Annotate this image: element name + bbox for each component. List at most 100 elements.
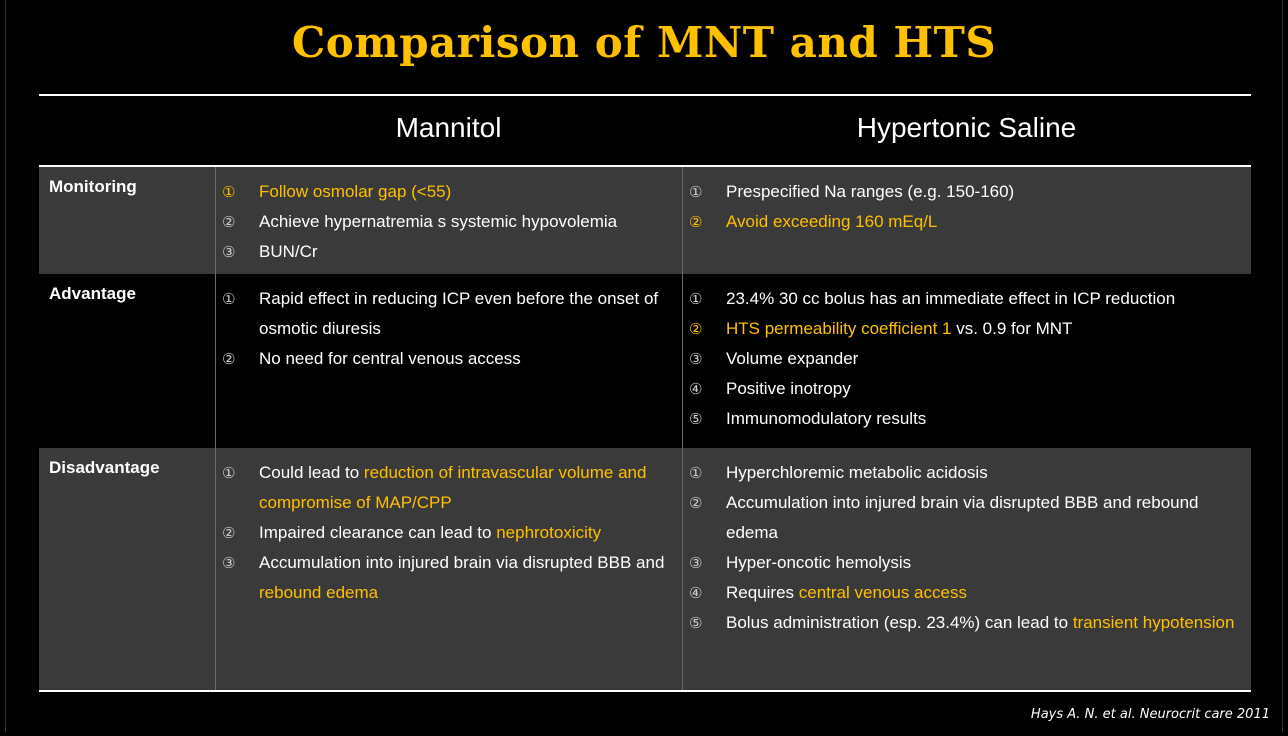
title-divider — [39, 94, 1251, 96]
item-text: No need for central venous access — [259, 344, 521, 374]
item-text-part: Accumulation into injured brain via disr… — [726, 493, 1199, 542]
item-text-part: Bolus administration (esp. 23.4%) can le… — [726, 613, 1073, 632]
item-text-part: Requires — [726, 583, 799, 602]
mannitol-cell: ① Rapid effect in reducing ICP even befor… — [222, 284, 682, 374]
item-number: ④ — [689, 584, 703, 602]
highlighted-text: nephrotoxicity — [496, 523, 602, 542]
list-item: ① Prespecified Na ranges (e.g. 150-160) — [689, 177, 1249, 207]
item-text: BUN/Cr — [259, 237, 318, 267]
row-label: Advantage — [49, 284, 136, 303]
item-number: ④ — [689, 380, 703, 398]
item-number: ② — [689, 320, 703, 338]
list-item: ⑤ Bolus administration (esp. 23.4%) can l… — [689, 608, 1249, 638]
item-text-part: Could lead to — [259, 463, 364, 482]
item-text: 23.4% 30 cc bolus has an immediate effec… — [726, 284, 1175, 314]
item-text-part: Positive inotropy — [726, 379, 851, 398]
highlighted-text: transient hypotension — [1072, 613, 1235, 632]
column-header-mannitol: Mannitol — [395, 112, 502, 143]
item-number: ① — [222, 183, 236, 201]
item-text-part: Prespecified Na ranges (e.g. 150-160) — [726, 182, 1015, 201]
item-text: Prespecified Na ranges (e.g. 150-160) — [726, 177, 1014, 207]
item-text-part: No need for central venous access — [259, 349, 521, 368]
item-text-part: Achieve hypernatremia s systemic hypovol… — [259, 212, 618, 231]
list-item: ④ Requires central venous access — [689, 578, 1249, 608]
table-row-monitoring: Monitoring ① Follow osmolar gap (<55) ② Ach… — [39, 167, 1251, 274]
item-text: Requires central venous access — [726, 578, 967, 608]
item-text: Avoid exceeding 160 mEq/L — [726, 207, 937, 237]
highlighted-text: Avoid exceeding 160 mEq/L — [726, 212, 938, 231]
item-text: Achieve hypernatremia s systemic hypovol… — [259, 207, 617, 237]
item-number: ⑤ — [689, 614, 703, 632]
item-text: Volume expander — [726, 344, 858, 374]
item-text: Immunomodulatory results — [726, 404, 926, 434]
list-item: ① 23.4% 30 cc bolus has an immediate effe… — [689, 284, 1249, 314]
mannitol-cell: ① Follow osmolar gap (<55) ② Achieve hypern… — [222, 177, 682, 267]
item-number: ③ — [689, 554, 703, 572]
list-item: ② Impaired clearance can lead to nephroto… — [222, 518, 682, 548]
highlighted-text: HTS permeability coefficient 1 — [726, 319, 952, 338]
item-text: Could lead to reduction of intravascular… — [259, 458, 682, 518]
list-item: ③ Volume expander — [689, 344, 1249, 374]
item-text-part: Rapid effect in reducing ICP even before… — [259, 289, 659, 338]
item-text-part: vs. 0.9 for MNT — [951, 319, 1073, 338]
item-number: ③ — [222, 554, 236, 572]
hts-cell: ① 23.4% 30 cc bolus has an immediate effe… — [689, 284, 1249, 434]
table-row-disadvantage: Disadvantage ① Could lead to reduction of… — [39, 448, 1251, 690]
highlighted-text: rebound edema — [259, 583, 379, 602]
item-text: Impaired clearance can lead to nephrotox… — [259, 518, 601, 548]
item-number: ② — [222, 524, 236, 542]
item-number: ② — [689, 494, 703, 512]
item-text-part: Accumulation into injured brain via disr… — [259, 553, 665, 572]
citation: Hays A. N. et al. Neurocrit care 2011 — [1030, 707, 1270, 722]
list-item: ① Follow osmolar gap (<55) — [222, 177, 682, 207]
header-divider — [39, 165, 1251, 167]
column-divider-left — [215, 167, 216, 690]
item-number: ② — [689, 213, 703, 231]
item-number: ① — [689, 290, 703, 308]
item-number: ② — [222, 213, 236, 231]
item-text: Hyperchloremic metabolic acidosis — [726, 458, 988, 488]
list-item: ③ Accumulation into injured brain via dis… — [222, 548, 682, 608]
list-item: ① Hyperchloremic metabolic acidosis — [689, 458, 1249, 488]
item-number: ① — [689, 464, 703, 482]
highlighted-text: central venous access — [798, 583, 967, 602]
item-number: ① — [222, 464, 236, 482]
list-item: ① Could lead to reduction of intravascula… — [222, 458, 682, 518]
item-text-part: Volume expander — [726, 349, 859, 368]
highlighted-text: reduction of intravascular volume and co… — [259, 463, 647, 512]
hts-cell: ① Hyperchloremic metabolic acidosis ② Accum… — [689, 458, 1249, 638]
item-text-part: Impaired clearance can lead to — [259, 523, 497, 542]
item-text-part: BUN/Cr — [259, 242, 318, 261]
item-number: ③ — [222, 243, 236, 261]
list-item: ③ BUN/Cr — [222, 237, 682, 267]
column-header-hypertonic-saline: Hypertonic Saline — [856, 112, 1077, 143]
item-number: ⑤ — [689, 410, 703, 428]
item-text: Hyper-oncotic hemolysis — [726, 548, 911, 578]
item-text-part: 23.4% 30 cc bolus has an immediate effec… — [726, 289, 1176, 308]
item-number: ② — [222, 350, 236, 368]
list-item: ⑤ Immunomodulatory results — [689, 404, 1249, 434]
list-item: ② HTS permeability coefficient 1 vs. 0.9 … — [689, 314, 1249, 344]
item-number: ① — [689, 183, 703, 201]
list-item: ④ Positive inotropy — [689, 374, 1249, 404]
item-text-part: Hyperchloremic metabolic acidosis — [726, 463, 988, 482]
slide-title: Comparison of MNT and HTS — [291, 18, 997, 67]
item-text: Accumulation into injured brain via disr… — [726, 488, 1249, 548]
item-text: Rapid effect in reducing ICP even before… — [259, 284, 682, 344]
item-text: HTS permeability coefficient 1 vs. 0.9 f… — [726, 314, 1072, 344]
item-number: ① — [222, 290, 236, 308]
item-number: ③ — [689, 350, 703, 368]
column-divider-right — [682, 167, 683, 690]
list-item: ② Avoid exceeding 160 mEq/L — [689, 207, 1249, 237]
item-text: Positive inotropy — [726, 374, 851, 404]
list-item: ③ Hyper-oncotic hemolysis — [689, 548, 1249, 578]
item-text-part: Hyper-oncotic hemolysis — [726, 553, 912, 572]
list-item: ② No need for central venous access — [222, 344, 682, 374]
item-text: Bolus administration (esp. 23.4%) can le… — [726, 608, 1234, 638]
row-label: Disadvantage — [49, 458, 160, 477]
row-label: Monitoring — [49, 177, 137, 196]
table-bottom-line — [39, 690, 1251, 692]
highlighted-text: Follow osmolar gap (<55) — [259, 182, 452, 201]
item-text-part: Immunomodulatory results — [726, 409, 927, 428]
list-item: ② Achieve hypernatremia s systemic hypovo… — [222, 207, 682, 237]
